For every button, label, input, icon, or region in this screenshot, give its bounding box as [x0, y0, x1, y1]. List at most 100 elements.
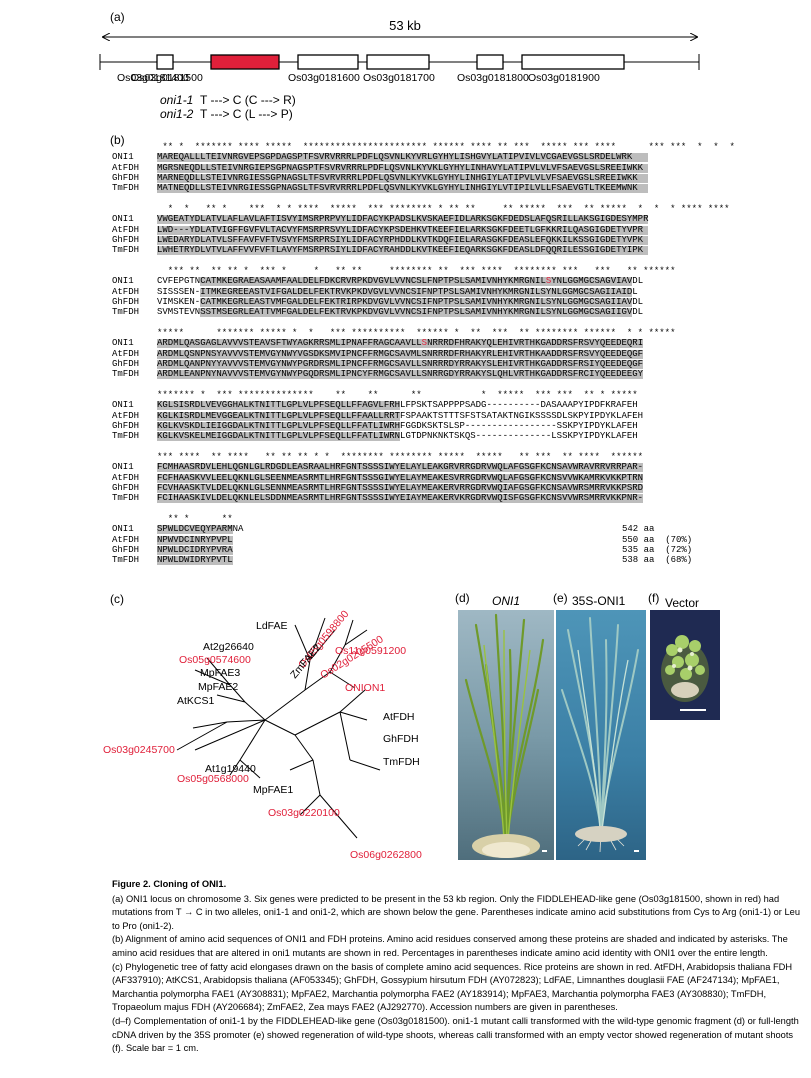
sequence-residues: NPWLDWIDRYPVTL — [157, 555, 233, 566]
sequence-name: AtFDH — [112, 286, 140, 297]
sequence-residues: VWGEATYDLATVLAFLAVLAFTISVYIMSRPRPVYLIDFA… — [157, 214, 649, 225]
sequence-residues: FCVHAASKTVLDELQKNLGLSENNMEASRMTLHRFGNTSS… — [157, 482, 644, 493]
gene-box-os03g0181800 — [476, 54, 504, 70]
gene-box-os03g0181900 — [521, 54, 625, 70]
sequence-residues: LWD---YDLATVIGFFGVFVLTACVYFMSRPRSVYLIDFA… — [157, 224, 644, 235]
tree-taxon-onion1: ONION1 — [345, 682, 385, 694]
alignment-row: GhFDH NPWLDCIDRYPVRA 535 aa (72%) — [112, 545, 692, 555]
sequence-name: TmFDH — [112, 493, 140, 504]
sequence-residues: MAREQALLLTEIVNRGVEPSGPDAGSPTFSVRVRRRLPDF… — [157, 152, 633, 163]
alignment-row: ONI1 KGLSISRDLVEVGGHALKTNITTLGPLVLPFSEQLL… — [112, 400, 643, 411]
alignment-row: AtFDH MGRSNEQDLLSTEIVNRGIEPSGPNAGSPTFSVRV… — [112, 163, 735, 173]
panel-d-label: (d) — [455, 591, 470, 605]
sequence-name: ONI1 — [112, 276, 134, 287]
sequence-residues: FCIHAASKIVLDELQKNLELSDDNMEASRMTLHRFGNTSS… — [157, 493, 644, 504]
tree-taxon-mpfae3: MpFAE3 — [200, 667, 240, 679]
sequence-name: TmFDH — [112, 431, 140, 442]
sequence-name: GhFDH — [112, 358, 140, 369]
sequence-residues: MARNEQDLLSTEIVNRGIESSGPNAGSLTFSVRVRRRLPD… — [157, 172, 638, 183]
conservation-asterisks: ***** ******* ***** * * *** ********** *… — [157, 328, 676, 338]
sequence-name: AtFDH — [112, 162, 140, 173]
sequence-residues: SVMSTEVNSSTMSEGRLEATTVMFGALDELFEKTRVKPKD… — [157, 307, 644, 318]
caption-paragraph-d-f: (d–f) Complementation of oni1-1 by the F… — [112, 1015, 799, 1054]
panel-c-label: (c) — [110, 592, 124, 606]
sequence-length: 550 aa (70%) — [622, 534, 693, 545]
sequence-name: TmFDH — [112, 555, 140, 566]
alignment-row: TmFDH LWHETRYDLVTVLAFFVVFVFTLAVYFMSRPRSIY… — [112, 245, 730, 256]
conservation-asterisks: *** ** ** ** * *** * * ** ** ******** **… — [157, 266, 676, 276]
sequence-name: ONI1 — [112, 152, 134, 163]
sequence-residues: LWHETRYDLVTVLAFFVVFVFTLAVYFMSRPRSIYLIDFA… — [157, 245, 644, 256]
tree-taxon-ldfae: LdFAE — [256, 620, 288, 632]
alignment-row: AtFDH SISSSEN-ITMKEGREEASTVIFGALDELFEKTRV… — [112, 287, 675, 297]
alignment-row: GhFDH VIMSKEN-CATMKEGRLEASTVMFGALDELFEKTR… — [112, 297, 675, 307]
sequence-name: ONI1 — [112, 400, 134, 411]
allele-oni1-1: oni1-1 T ---> C (C ---> R) — [160, 93, 296, 107]
sequence-residues: SPWLDCVEQYPARMNA — [157, 524, 244, 535]
alignment-block: ** * ******* **** ***** ****************… — [112, 142, 735, 194]
alignment-row: GhFDH ARDMLQANPNYYAVVVSTEMVGYNWYPGRDRSMLI… — [112, 359, 675, 369]
sequence-name: GhFDH — [112, 234, 140, 245]
alignment-row: TmFDH NPWLDWIDRYPVTL 538 aa (68%) — [112, 555, 692, 566]
conservation-asterisks: * * ** * *** * * **** ***** *** ********… — [157, 204, 730, 214]
alignment-row: ONI1 MAREQALLLTEIVNRGVEPSGPDAGSPTFSVRVRRR… — [112, 152, 735, 163]
tree-taxon-atfdh: AtFDH — [383, 711, 415, 723]
sequence-length: 535 aa (72%) — [622, 544, 693, 555]
caption-paragraph-a: (a) ONI1 locus on chromosome 3. Six gene… — [112, 893, 800, 931]
sequence-length: 538 aa (68%) — [622, 555, 693, 566]
gene-label-os03g0181500: Os03g0181500 — [131, 72, 203, 84]
panel-f-label: (f) — [648, 591, 660, 605]
sequence-name: GhFDH — [112, 482, 140, 493]
tree-taxon-os05g0574600: Os05g0574600 — [179, 654, 251, 666]
tree-taxon-ghfdh: GhFDH — [383, 733, 419, 745]
panel-e-title: 35S-ONI1 — [572, 594, 626, 608]
sequence-residues: KGLSISRDLVEVGGHALKTNITTLGPLVLPFSEQLLFFAG… — [157, 400, 638, 411]
sequence-residues: ARDMLQANPNYYAVVVSTEMVGYNWYPGRDRSMLIPNCFF… — [157, 358, 644, 369]
alignment-block: * * ** * *** * * **** ***** *** ********… — [112, 204, 730, 256]
panel-a-label: (a) — [110, 10, 125, 24]
sequence-residues: KGLKVSKELMEIGGDALKTNITTLGPLVLPFSEQLLFFAT… — [157, 431, 638, 442]
sequence-residues: KGLKISRDLMEVGGEALKTNITTLGPLVLPFSEQLLFFAA… — [157, 410, 644, 421]
gene-label-os03g0181800: Os03g0181800 — [457, 72, 529, 84]
alignment-block: *** **** ** **** ** ** ** * * ******** *… — [112, 452, 644, 504]
caption-paragraph-c: (c) Phylogenetic tree of fatty acid elon… — [112, 961, 793, 1013]
sequence-length: 542 aa — [622, 524, 655, 535]
alignment-block: ******* * *** ************** ** ** ** * … — [112, 390, 644, 442]
alignment-block: *** ** ** ** * *** * * ** ** ******** **… — [112, 266, 676, 318]
alignment-row: AtFDH NPWVDCINRYPVPL 550 aa (70%) — [112, 534, 692, 545]
panel-d-title: ONI1 — [492, 594, 521, 608]
alignment-row: ONI1 CVFEPGTNCATMKEGRAEASAAMFAALDELFDKCRV… — [112, 276, 675, 287]
tree-taxon-os05g0568000: Os05g0568000 — [177, 773, 249, 785]
figure-caption: Figure 2. Cloning of ONI1. (a) ONI1 locu… — [112, 878, 802, 1056]
tree-taxon-at2g26640: At2g26640 — [203, 641, 254, 653]
conservation-asterisks: *** **** ** **** ** ** ** * * ******** *… — [157, 452, 644, 462]
sequence-name: GhFDH — [112, 296, 140, 307]
sequence-name: TmFDH — [112, 245, 140, 256]
photo-oni1-complemented-shoots — [458, 610, 554, 860]
alignment-row: ONI1 SPWLDCVEQYPARMNA 542 aa — [112, 524, 654, 535]
allele-oni1-2: oni1-2 T ---> C (L ---> P) — [160, 107, 293, 121]
panel-f-title: Vector — [665, 596, 700, 610]
sequence-residues: LWEDARYDLATVLSFFAVFVFTVSVYFMSRPRSIYLIDFA… — [157, 234, 644, 245]
tree-taxon-atkcs1: AtKCS1 — [177, 695, 215, 707]
sequence-residues: ARDMLQSNPNSYAVVVSTEMVGYNWYVGSDKSMVIPNCFF… — [157, 348, 644, 359]
alignment-row: ONI1 ARDMLQASGAGLAVVVSTEAVSFTWYAGKRRSMLIP… — [112, 338, 675, 349]
tree-taxon-os03g0245700: Os03g0245700 — [103, 744, 175, 756]
tree-taxon-os06g0262800: Os06g0262800 — [350, 849, 422, 861]
tree-taxon-os03g0220100: Os03g0220100 — [268, 807, 340, 819]
alignment-row: GhFDH KGLKVSKDLIEIGGDALKTNITTLGPLVLPFSEQL… — [112, 421, 643, 431]
gene-box-os03g0181500 — [210, 54, 280, 70]
sequence-residues: VIMSKEN-CATMKEGRLEASTVMFGALDELFEKTRIRPKD… — [157, 296, 644, 307]
conservation-asterisks: ******* * *** ************** ** ** ** * … — [157, 390, 638, 400]
alignment-row: TmFDH MATNEQDLLSTEIVNRGIESSGPNAGSLTFSVRVR… — [112, 183, 735, 194]
sequence-residues: KGLKVSKDLIEIGGDALKTNITTLGPLVLPFSEQLLFFAT… — [157, 420, 638, 431]
allele-list: oni1-1 T ---> C (C ---> R) oni1-2 T --->… — [160, 93, 296, 121]
gene-label-os03g0181900: Os03g0181900 — [528, 72, 600, 84]
sequence-residues: MATNEQDLLSTEIVNRGIESSGPNAGSLTFSVRVRRRLPD… — [157, 183, 638, 194]
sequence-name: AtFDH — [112, 534, 140, 545]
alignment-row: TmFDH ARDMLEANPNYNAVVVSTEMVGYNWYPGQDRSMLI… — [112, 369, 675, 380]
photo-35s-oni1-complemented-shoots — [556, 610, 646, 860]
alignment-block: ** * ** ONI1 SPWLDCVEQYPARMNA 542 aa AtFDH NP… — [112, 514, 692, 566]
